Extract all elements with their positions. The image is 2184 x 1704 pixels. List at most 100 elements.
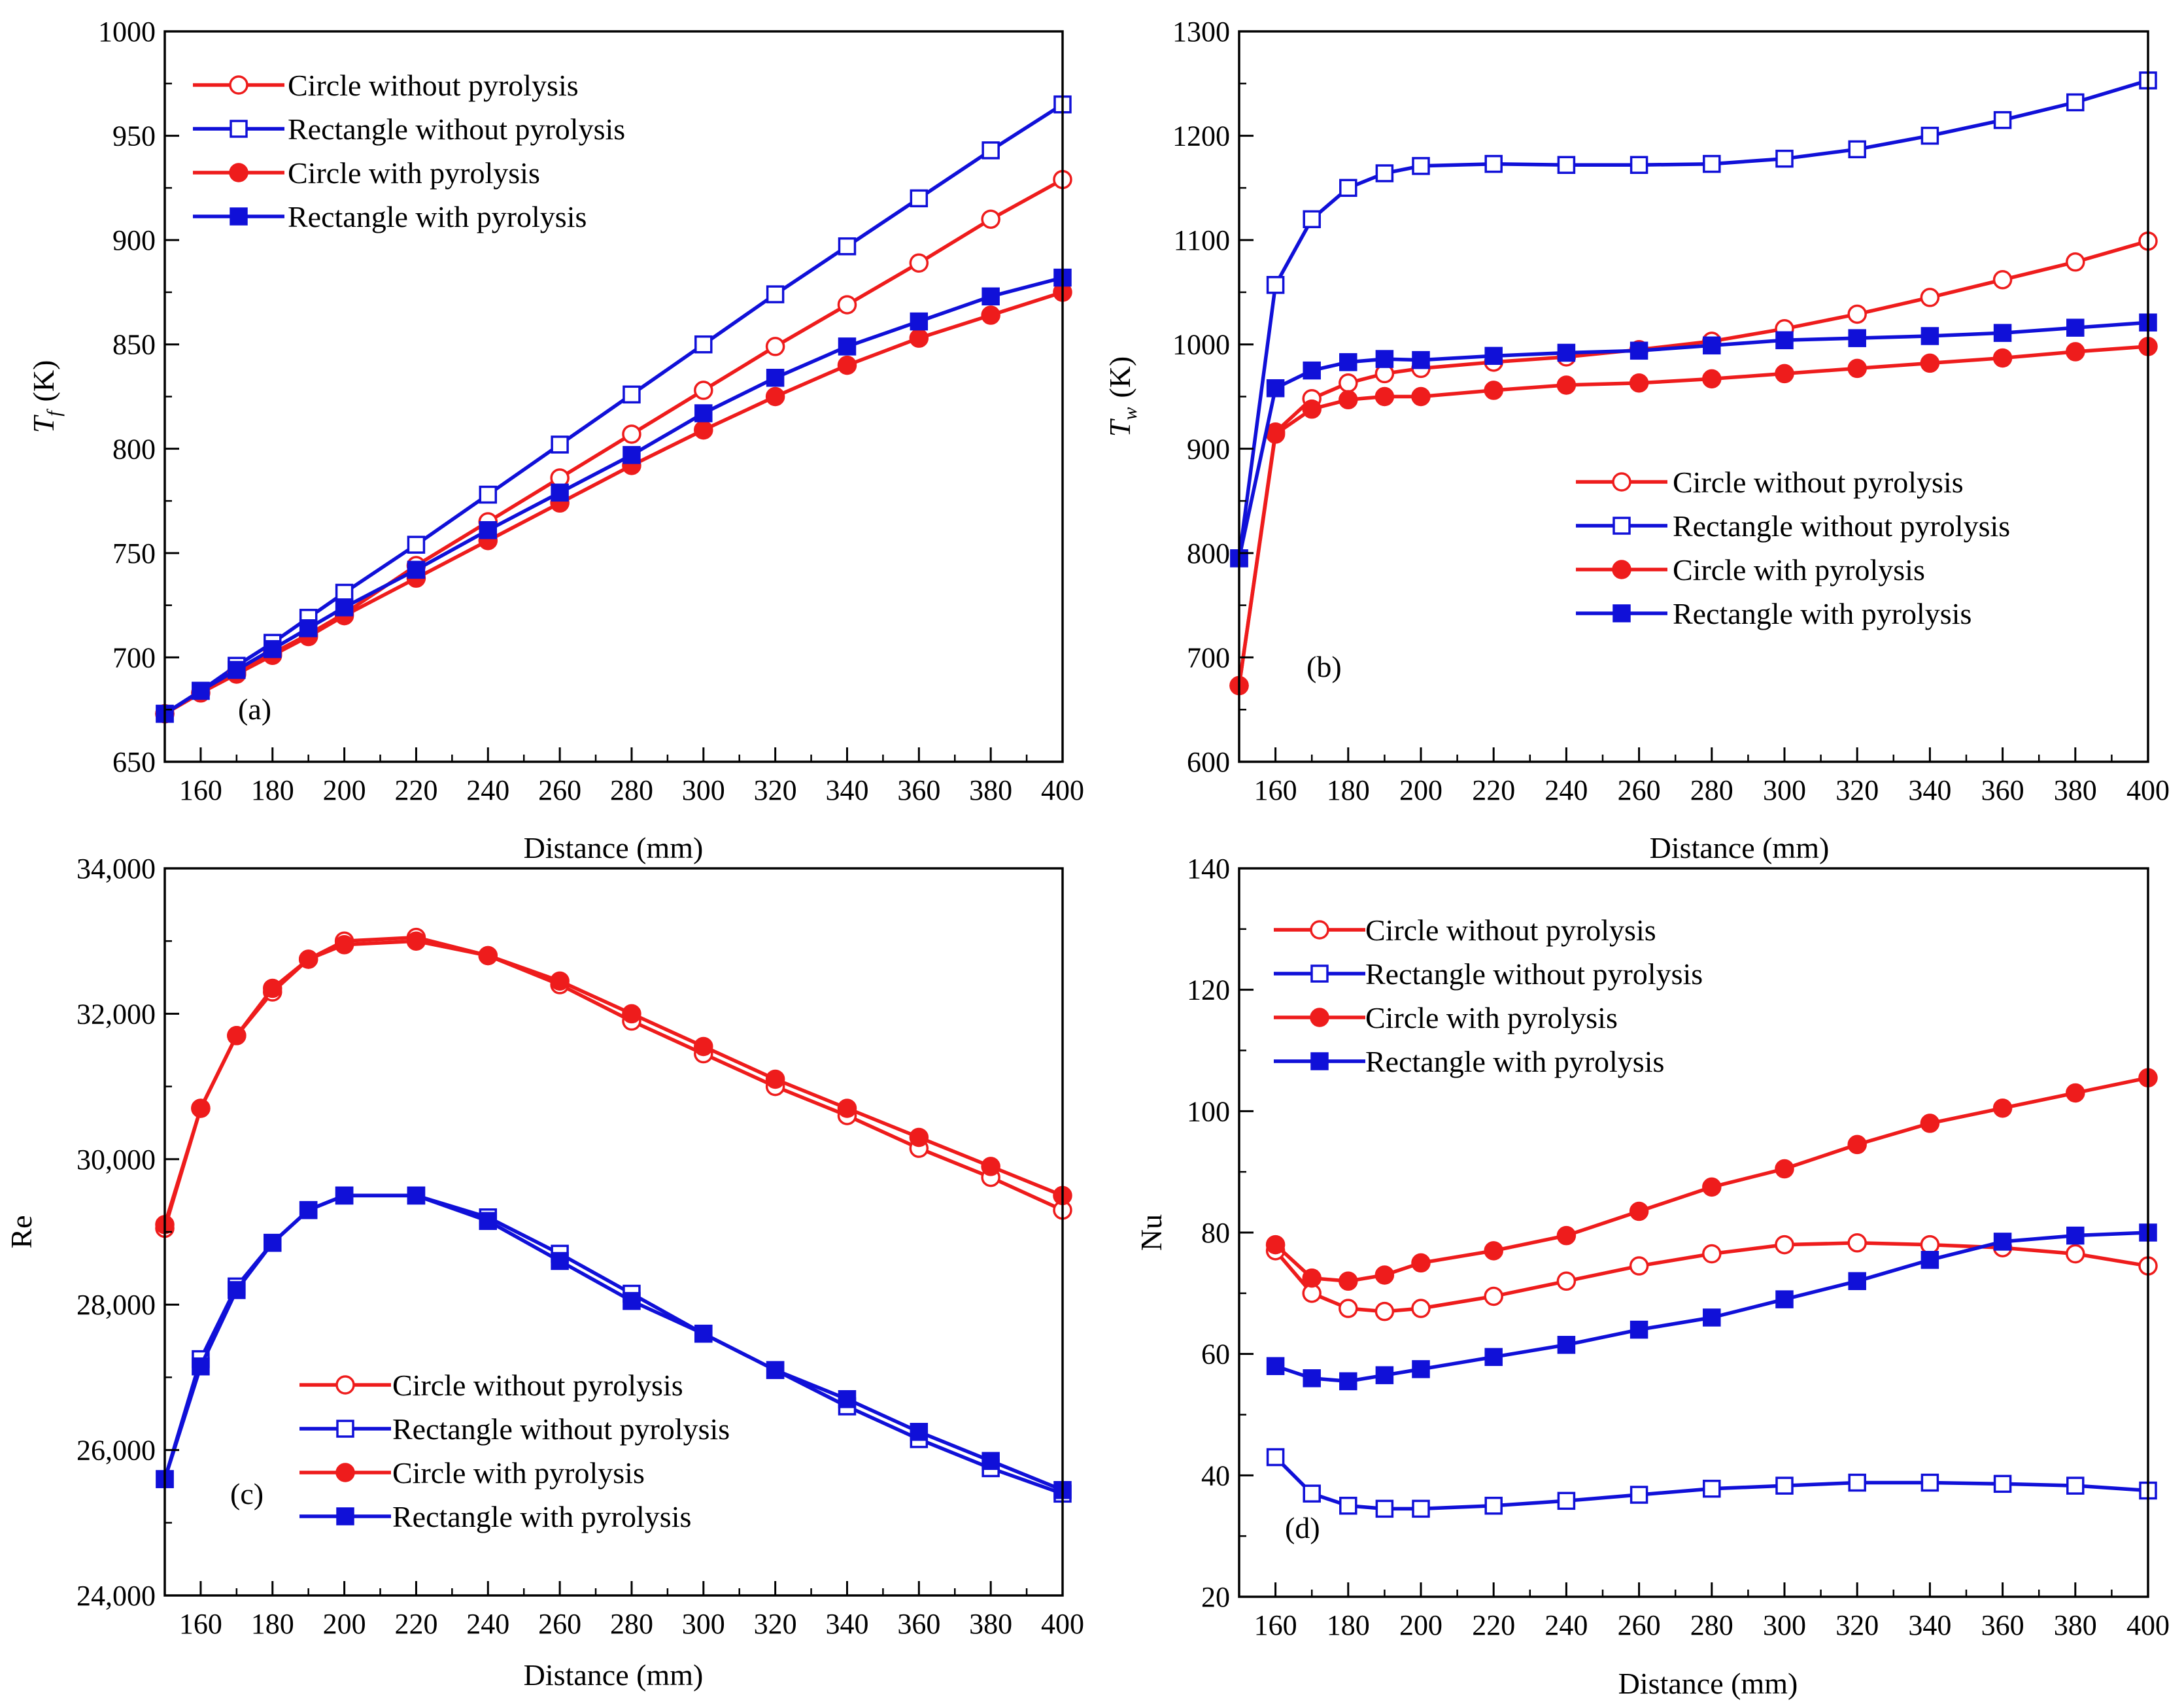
square-open-marker xyxy=(479,485,498,504)
legend-circle-filled-marker xyxy=(335,1463,355,1482)
series-line xyxy=(163,935,1064,1229)
circle-filled-marker xyxy=(765,1069,785,1089)
x-tick-label: 340 xyxy=(1908,774,1951,806)
y-tick-label: 700 xyxy=(1187,641,1230,673)
x-tick-label: 160 xyxy=(1254,1609,1297,1641)
y-axis-label: Tw(K) xyxy=(1103,356,1141,437)
square-filled-marker xyxy=(1703,336,1721,355)
circle-filled-marker xyxy=(1629,373,1649,393)
x-tick-label: 400 xyxy=(2126,1609,2170,1641)
square-open-marker xyxy=(1848,140,1866,159)
square-filled-marker xyxy=(1703,1308,1721,1327)
panel-tag: (a) xyxy=(238,692,271,726)
legend-square-filled-marker xyxy=(1310,1052,1329,1070)
square-open-marker xyxy=(407,536,426,554)
x-axis-label: Distance (mm) xyxy=(1618,1667,1798,1700)
square-filled-marker xyxy=(910,312,929,331)
y-tick-label: 750 xyxy=(112,537,156,570)
x-tick-label: 380 xyxy=(969,1608,1012,1640)
circle-filled-marker xyxy=(550,971,570,991)
square-open-marker xyxy=(1920,1473,1939,1492)
panel-tag: (b) xyxy=(1306,650,1342,683)
x-tick-label: 180 xyxy=(251,1608,294,1640)
circle-filled-marker xyxy=(1374,386,1395,407)
square-filled-marker xyxy=(407,1186,426,1205)
legend-square-filled-marker xyxy=(230,207,248,226)
square-open-marker xyxy=(1412,1499,1430,1518)
circle-open-marker xyxy=(1847,1233,1867,1253)
circle-filled-marker xyxy=(406,931,426,951)
y-tick-label: 1000 xyxy=(98,16,156,48)
series-4 xyxy=(1266,1223,2157,1391)
square-filled-marker xyxy=(1339,353,1357,371)
y-tick-label: 80 xyxy=(1201,1217,1230,1249)
square-open-marker xyxy=(1775,1476,1794,1495)
square-filled-marker xyxy=(1375,350,1394,368)
legend-circle-filled-marker xyxy=(1612,560,1631,579)
square-filled-marker xyxy=(192,681,210,700)
square-open-marker xyxy=(1557,1491,1576,1510)
square-filled-marker xyxy=(1775,331,1794,350)
y-tick-label: 30,000 xyxy=(77,1144,156,1176)
square-filled-marker xyxy=(407,560,426,579)
square-filled-marker xyxy=(766,369,785,387)
x-tick-label: 200 xyxy=(1399,1609,1442,1641)
y-tick-label: 1200 xyxy=(1172,120,1230,152)
square-open-marker xyxy=(1629,156,1648,175)
circle-filled-marker xyxy=(837,1099,857,1118)
x-tick-label: 380 xyxy=(2054,774,2097,806)
x-tick-label: 220 xyxy=(1472,1609,1515,1641)
square-filled-marker xyxy=(192,1357,210,1376)
x-tick-label: 260 xyxy=(538,774,581,806)
x-tick-label: 320 xyxy=(1835,1609,1879,1641)
legend-label: Rectangle with pyrolysis xyxy=(1673,597,1971,630)
circle-filled-marker xyxy=(1556,375,1577,395)
square-filled-marker xyxy=(1920,327,1939,345)
square-open-marker xyxy=(551,435,569,454)
square-open-marker xyxy=(2066,93,2085,112)
series-1 xyxy=(155,927,1072,1238)
circle-filled-marker xyxy=(1302,1268,1322,1288)
x-tick-label: 400 xyxy=(1041,1608,1084,1640)
series-line xyxy=(163,290,1063,715)
x-tick-label: 240 xyxy=(1544,774,1588,806)
circle-filled-marker xyxy=(1265,1235,1286,1255)
y-tick-label: 100 xyxy=(1187,1095,1230,1127)
circle-filled-marker xyxy=(263,978,282,998)
legend-label: Circle with pyrolysis xyxy=(288,156,540,190)
square-filled-marker xyxy=(2066,318,2085,337)
square-filled-marker xyxy=(228,660,246,679)
x-tick-label: 340 xyxy=(825,1608,868,1640)
square-filled-marker xyxy=(479,1212,498,1231)
circle-filled-marker xyxy=(1411,1253,1431,1273)
square-filled-marker xyxy=(2066,1226,2085,1245)
square-open-marker xyxy=(1266,276,1285,294)
square-filled-marker xyxy=(1303,1369,1321,1388)
series-4 xyxy=(156,1186,1072,1499)
square-filled-marker xyxy=(1557,343,1576,362)
x-tick-label: 160 xyxy=(179,774,222,806)
legend-circle-open-marker xyxy=(1310,920,1329,940)
x-tick-label: 300 xyxy=(1763,1609,1806,1641)
circle-open-marker xyxy=(837,295,857,315)
circle-open-marker xyxy=(1920,288,1940,307)
circle-filled-marker xyxy=(909,1127,929,1148)
x-axis-label: Distance (mm) xyxy=(524,831,704,864)
square-filled-marker xyxy=(264,1233,282,1252)
square-filled-marker xyxy=(694,404,713,422)
square-open-marker xyxy=(335,583,354,602)
square-open-marker xyxy=(1557,156,1576,175)
legend-label: Circle without pyrolysis xyxy=(1673,466,1964,499)
circle-filled-marker xyxy=(1847,358,1867,379)
square-filled-marker xyxy=(1412,1360,1430,1378)
y-tick-label: 32,000 xyxy=(77,998,156,1030)
x-tick-label: 240 xyxy=(466,1608,509,1640)
legend-circle-filled-marker xyxy=(1310,1008,1329,1027)
square-filled-marker xyxy=(299,1201,318,1219)
circle-open-marker xyxy=(1411,1299,1431,1318)
y-tick-label: 40 xyxy=(1201,1459,1230,1491)
square-open-marker xyxy=(766,285,785,303)
square-filled-marker xyxy=(1848,1272,1866,1291)
square-filled-marker xyxy=(1266,1357,1285,1375)
circle-open-marker xyxy=(909,253,929,273)
